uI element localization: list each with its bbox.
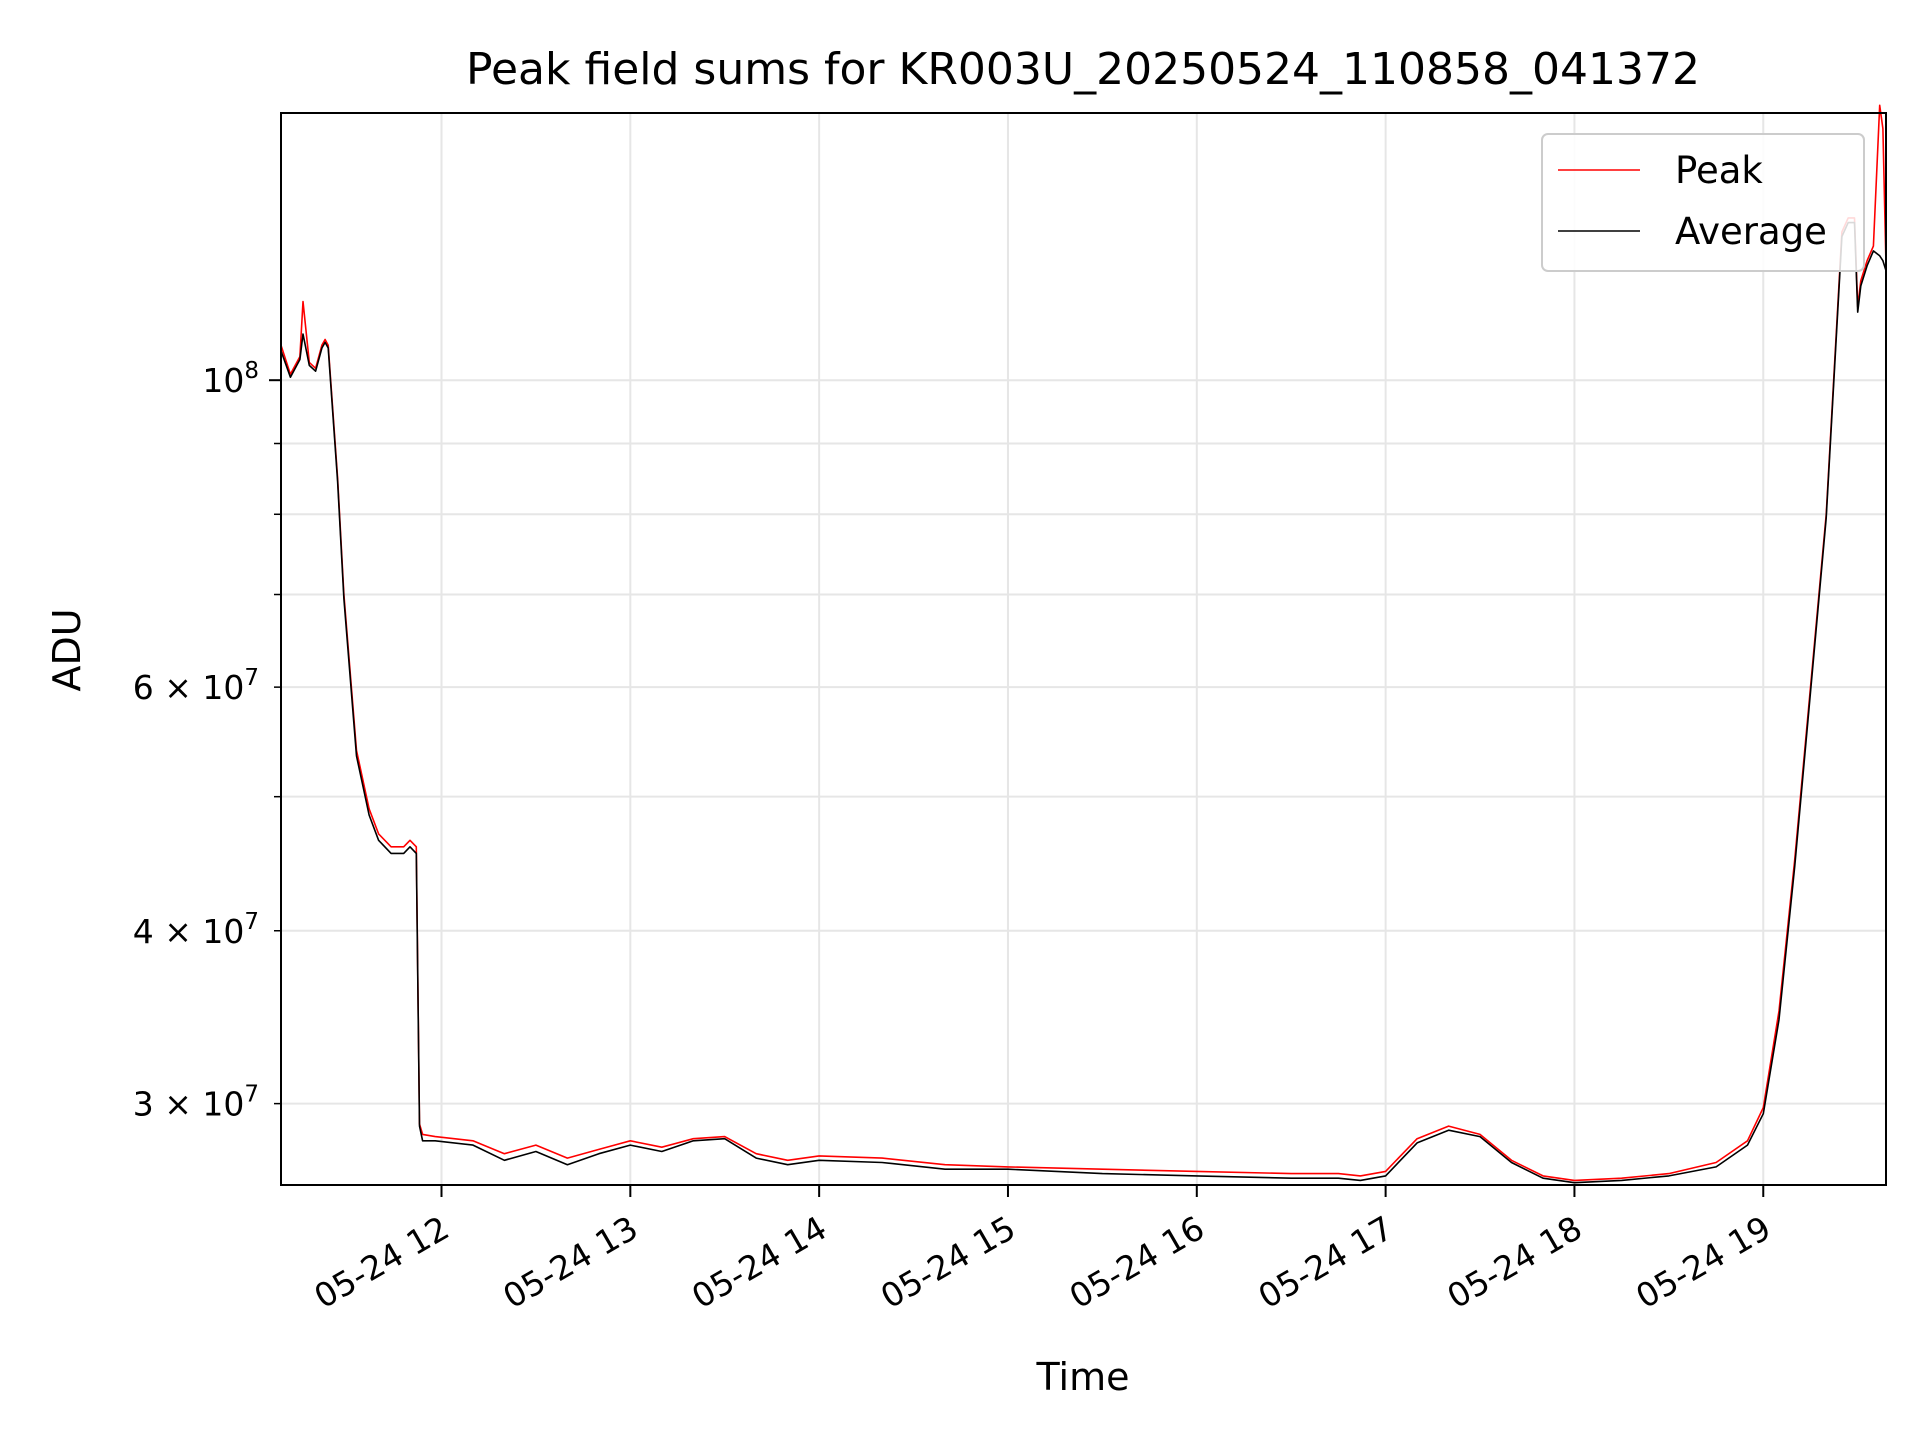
x-axis-label: Time (1036, 1355, 1130, 1399)
legend-label-average: Average (1675, 210, 1827, 253)
series-line-average (280, 221, 1887, 1184)
y-tick-label-2: 4 × 107 (133, 909, 259, 951)
legend-label-peak: Peak (1675, 149, 1763, 192)
chart-title: Peak field sums for KR003U_20250524_1108… (466, 44, 1700, 95)
y-axis-ticks: 108 3 × 107 4 × 107 6 × 107 (133, 358, 281, 1124)
y-tick-label-0: 108 (202, 358, 259, 400)
legend: Peak Average (1541, 133, 1865, 272)
y-tick-label-3: 6 × 107 (133, 665, 259, 707)
grid (281, 113, 1886, 1185)
y-axis-label: ADU (45, 608, 89, 691)
y-tick-label-1: 3 × 107 (133, 1082, 259, 1124)
legend-box (1541, 133, 1865, 272)
series-layer (280, 104, 1887, 1184)
plot-frame (280, 112, 1887, 1186)
